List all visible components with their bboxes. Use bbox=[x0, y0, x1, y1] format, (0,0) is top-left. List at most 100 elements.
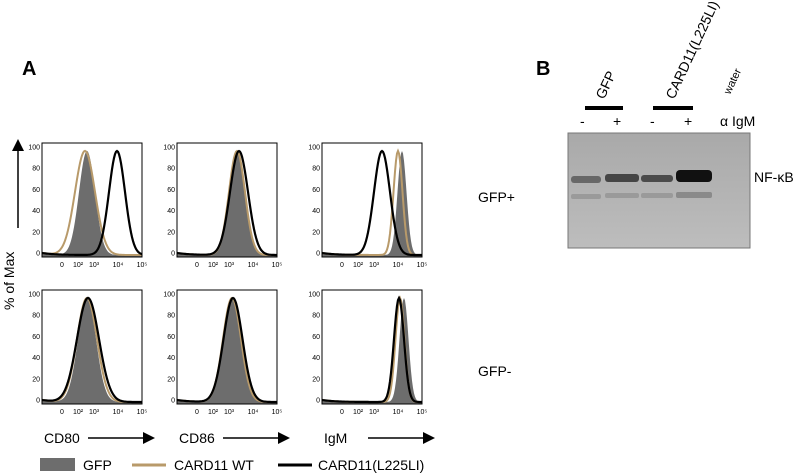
x-tick-label: 0 bbox=[60, 262, 64, 269]
y-axis-label: % of Max bbox=[1, 252, 17, 310]
treatment-mark: + bbox=[613, 113, 621, 129]
y-tick-label: 0 bbox=[171, 251, 175, 258]
y-tick-label: 80 bbox=[32, 166, 40, 173]
x-tick-label: 10² bbox=[208, 409, 219, 416]
legend-label: CARD11 WT bbox=[174, 457, 254, 473]
row-label: GFP+ bbox=[478, 189, 515, 205]
treatment-mark: + bbox=[684, 113, 692, 129]
panel-label: A bbox=[22, 58, 36, 80]
y-tick-label: 80 bbox=[312, 166, 320, 173]
x-tick-label: 10³ bbox=[369, 262, 380, 269]
legend-label: GFP bbox=[83, 457, 112, 473]
y-tick-label: 0 bbox=[316, 398, 320, 405]
histogram-card11-wt bbox=[41, 149, 142, 256]
band-label: NF-κB bbox=[754, 169, 794, 185]
y-tick-label: 0 bbox=[36, 398, 40, 405]
gel bbox=[567, 132, 751, 249]
y-tick-label: 20 bbox=[167, 376, 175, 383]
x-tick-label: 10³ bbox=[224, 409, 235, 416]
y-tick-label: 40 bbox=[32, 208, 40, 215]
y-tick-label: 100 bbox=[163, 145, 175, 152]
y-tick-label: 20 bbox=[167, 229, 175, 236]
panel-label: B bbox=[536, 58, 550, 80]
x-tick-label: 10⁵ bbox=[272, 262, 283, 269]
y-tick-label: 60 bbox=[32, 187, 40, 194]
x-tick-label: 10⁴ bbox=[248, 262, 259, 269]
legend-label: CARD11(L225LI) bbox=[318, 457, 424, 473]
y-tick-label: 0 bbox=[316, 251, 320, 258]
x-tick-label: 10² bbox=[73, 262, 84, 269]
plot-frame bbox=[41, 289, 143, 405]
group-bar bbox=[585, 106, 623, 110]
histogram-gfp bbox=[42, 297, 142, 404]
plot-frame bbox=[321, 289, 423, 405]
x-tick-label: 0 bbox=[195, 262, 199, 269]
y-tick-label: 40 bbox=[312, 208, 320, 215]
histogram-gfp bbox=[322, 298, 422, 404]
x-tick-label: 0 bbox=[340, 262, 344, 269]
histogram-gfp bbox=[177, 151, 277, 257]
y-tick-label: 20 bbox=[312, 376, 320, 383]
legend-swatch bbox=[40, 458, 75, 471]
plot-frame bbox=[176, 142, 278, 258]
y-tick-label: 20 bbox=[312, 229, 320, 236]
histogram-card11-l225li bbox=[321, 149, 422, 257]
histogram-card11-l225li bbox=[41, 149, 143, 256]
y-tick-label: 60 bbox=[312, 334, 320, 341]
y-tick-label: 40 bbox=[32, 355, 40, 362]
x-tick-label: 10⁴ bbox=[248, 409, 259, 416]
x-tick-label: 10⁴ bbox=[113, 262, 124, 269]
histogram-gfp bbox=[42, 150, 142, 257]
y-tick-label: 80 bbox=[167, 313, 175, 320]
x-tick-label: 10³ bbox=[89, 409, 100, 416]
marker-label: CD80 bbox=[44, 430, 80, 446]
plot-frame bbox=[321, 142, 423, 258]
gel-bands bbox=[571, 170, 712, 199]
x-tick-label: 10⁵ bbox=[272, 409, 283, 416]
treatment-label: α IgM bbox=[720, 113, 755, 129]
y-tick-label: 100 bbox=[308, 145, 320, 152]
x-tick-label: 10⁵ bbox=[137, 262, 148, 269]
y-tick-label: 60 bbox=[312, 187, 320, 194]
y-tick-label: 60 bbox=[32, 334, 40, 341]
row-label: GFP- bbox=[478, 363, 512, 379]
treatment-mark: - bbox=[650, 113, 655, 129]
y-tick-label: 60 bbox=[167, 187, 175, 194]
plot-frame bbox=[176, 289, 278, 405]
lane-label: CARD11(L225LI) bbox=[662, 0, 721, 101]
x-tick-label: 10³ bbox=[224, 262, 235, 269]
lane-label: GFP bbox=[592, 68, 619, 101]
x-tick-label: 10⁴ bbox=[393, 262, 404, 269]
y-tick-label: 80 bbox=[32, 313, 40, 320]
x-tick-label: 0 bbox=[60, 409, 64, 416]
x-tick-label: 10² bbox=[353, 262, 364, 269]
y-tick-label: 40 bbox=[167, 355, 175, 362]
histogram-card11-l225li bbox=[321, 295, 422, 404]
y-tick-label: 0 bbox=[171, 398, 175, 405]
x-tick-label: 0 bbox=[340, 409, 344, 416]
x-tick-label: 10⁴ bbox=[113, 409, 124, 416]
y-tick-label: 80 bbox=[167, 166, 175, 173]
x-tick-label: 10² bbox=[208, 262, 219, 269]
y-tick-label: 20 bbox=[32, 376, 40, 383]
histogram-card11-l225li bbox=[41, 296, 142, 404]
y-tick-label: 80 bbox=[312, 313, 320, 320]
x-tick-label: 0 bbox=[195, 409, 199, 416]
histogram-card11-l225li bbox=[176, 296, 277, 404]
y-tick-label: 100 bbox=[28, 145, 40, 152]
x-tick-label: 10⁵ bbox=[417, 262, 428, 269]
x-tick-label: 10⁵ bbox=[137, 409, 148, 416]
y-tick-label: 20 bbox=[32, 229, 40, 236]
histogram-gfp bbox=[322, 151, 422, 257]
x-tick-label: 10⁵ bbox=[417, 409, 428, 416]
x-tick-label: 10² bbox=[353, 409, 364, 416]
group-bar bbox=[653, 106, 693, 110]
histogram-gfp bbox=[177, 298, 277, 404]
x-tick-label: 10² bbox=[73, 409, 84, 416]
treatment-mark: - bbox=[580, 113, 585, 129]
x-tick-label: 10⁴ bbox=[393, 409, 404, 416]
lane-label: water bbox=[721, 67, 744, 98]
y-tick-label: 60 bbox=[167, 334, 175, 341]
x-tick-label: 10³ bbox=[369, 409, 380, 416]
